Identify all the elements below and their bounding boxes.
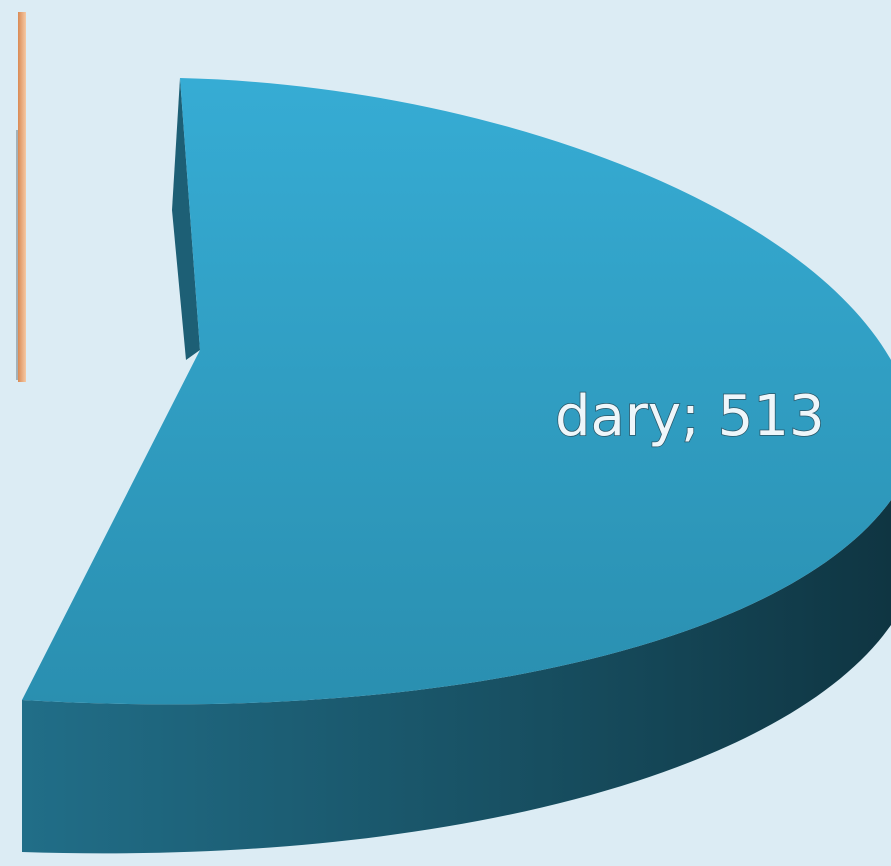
pie: [22, 78, 891, 854]
slice-side: [22, 500, 891, 854]
slice: [22, 78, 891, 705]
slice-inner-wall: [172, 78, 200, 360]
slice-edge: [18, 12, 26, 382]
data-label: dary; 513: [555, 384, 825, 449]
